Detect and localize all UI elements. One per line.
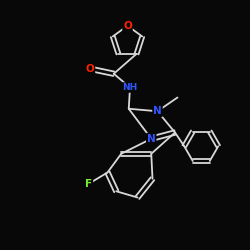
- Text: NH: NH: [122, 83, 138, 92]
- Text: N: N: [147, 134, 156, 144]
- Text: N: N: [153, 106, 162, 116]
- Text: O: O: [86, 64, 94, 74]
- Text: F: F: [85, 179, 92, 189]
- Text: O: O: [123, 21, 132, 31]
